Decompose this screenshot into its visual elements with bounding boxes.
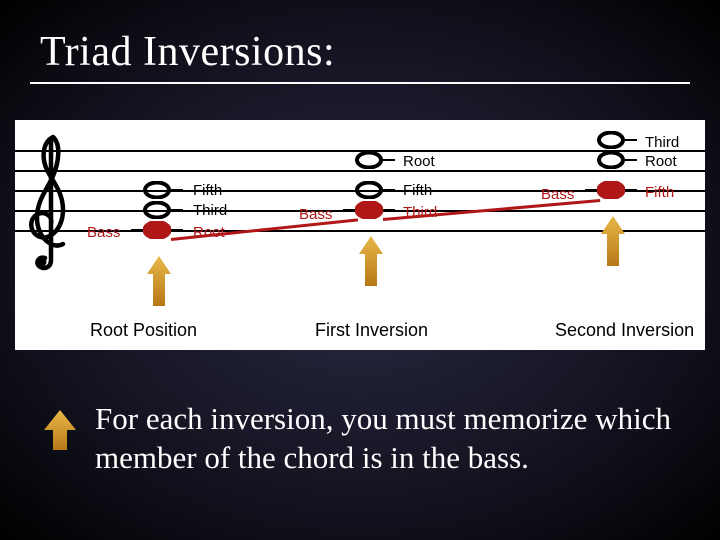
note-role-label: Fifth [645, 184, 674, 201]
label-tick [171, 209, 183, 211]
title-underline [30, 82, 690, 84]
body-text: For each inversion, you must memorize wh… [95, 400, 695, 478]
bass-label: Bass [299, 206, 332, 223]
label-tick [383, 159, 395, 161]
note-role-label: Third [403, 204, 437, 221]
position-label: Second Inversion [555, 320, 694, 341]
slide-title: Triad Inversions: [40, 28, 335, 76]
note-role-label: Root [403, 153, 435, 170]
label-tick [343, 209, 355, 211]
label-tick [625, 159, 637, 161]
label-tick [383, 209, 395, 211]
up-arrow-icon [359, 236, 383, 291]
label-tick [585, 189, 597, 191]
bass-note [597, 181, 625, 199]
label-tick [383, 189, 395, 191]
music-diagram: Fifth Third Root Bass Root Position Root Fifth… [15, 120, 705, 350]
staff-line [15, 170, 705, 172]
bass-note [355, 201, 383, 219]
label-tick [625, 139, 637, 141]
label-tick [171, 229, 183, 231]
label-tick [171, 189, 183, 191]
chord-note [143, 201, 171, 219]
note-role-label: Third [645, 134, 679, 151]
treble-clef-icon [23, 132, 81, 277]
note-role-label: Root [645, 153, 677, 170]
chord-note [143, 181, 171, 199]
chord-note [597, 131, 625, 149]
chord-note [355, 181, 383, 199]
chord-note [355, 151, 383, 169]
position-label: Root Position [90, 320, 197, 341]
position-label: First Inversion [315, 320, 428, 341]
label-tick [131, 229, 143, 231]
note-role-label: Fifth [193, 182, 222, 199]
chord-note [597, 151, 625, 169]
note-role-label: Fifth [403, 182, 432, 199]
bullet-arrow-icon [38, 408, 82, 457]
bass-label: Bass [541, 186, 574, 203]
note-role-label: Root [193, 224, 225, 241]
bass-note [143, 221, 171, 239]
up-arrow-icon [147, 256, 171, 311]
up-arrow-icon [601, 216, 625, 271]
note-role-label: Third [193, 202, 227, 219]
bass-label: Bass [87, 224, 120, 241]
label-tick [625, 189, 637, 191]
